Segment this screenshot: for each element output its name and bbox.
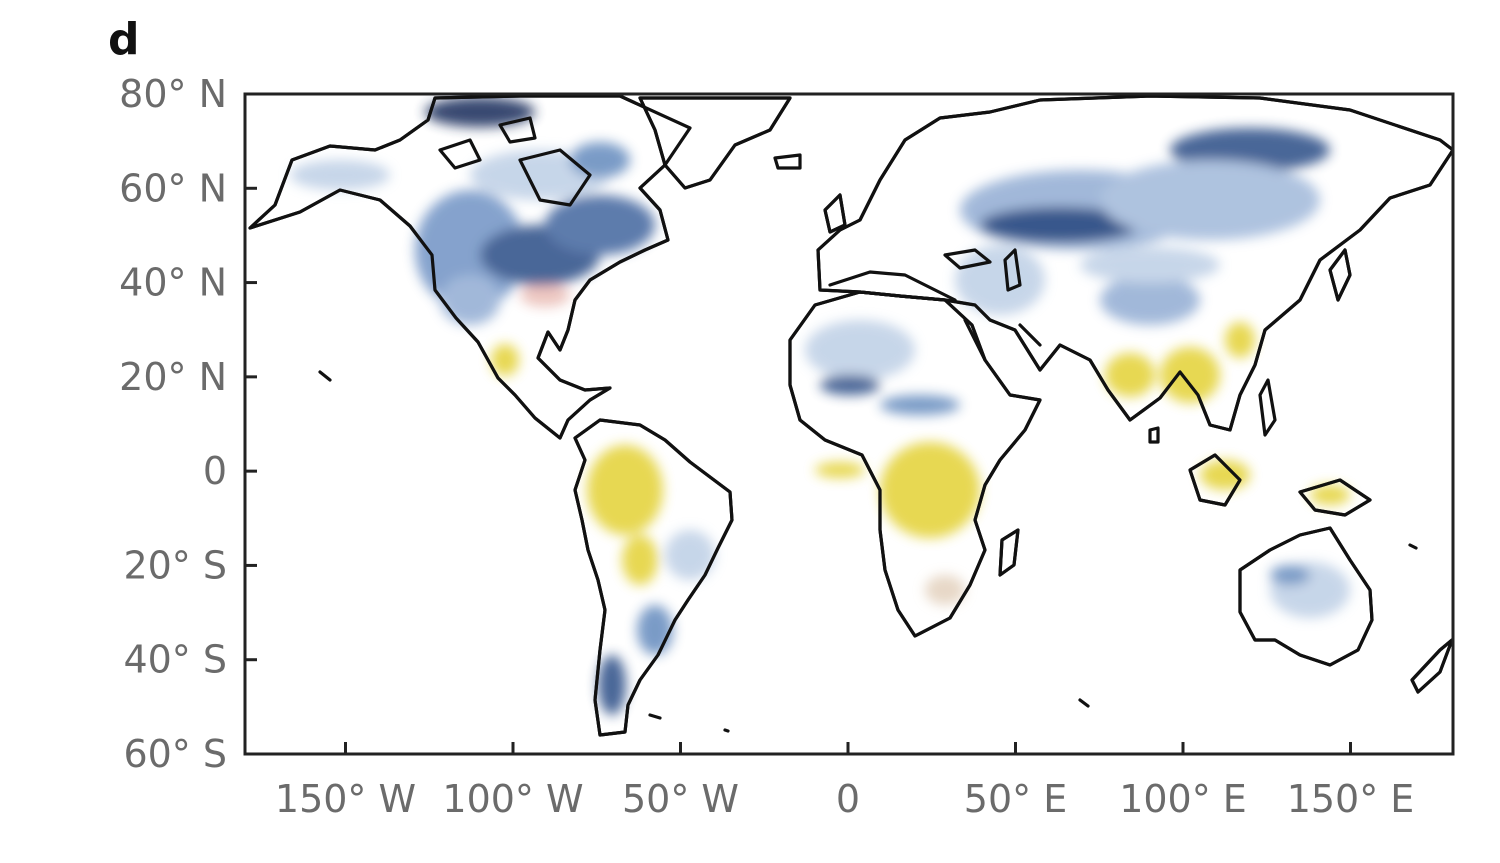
x-tick-label: 100° E <box>1119 777 1247 821</box>
y-tick-label: 40° N <box>119 261 227 305</box>
y-tick-label: 60° S <box>123 732 227 776</box>
panel-letter: d <box>108 14 140 65</box>
x-axis: 150° W 100° W 50° W 0 50° E 100° E 150° E <box>275 742 1414 821</box>
y-tick-label: 0 <box>203 449 227 493</box>
y-tick-label: 20° S <box>123 543 227 587</box>
x-tick-label: 150° E <box>1287 777 1415 821</box>
coastlines <box>248 94 1453 737</box>
x-tick-label: 50° E <box>964 777 1067 821</box>
x-tick-label: 150° W <box>275 777 416 821</box>
x-tick-label: 100° W <box>442 777 583 821</box>
map-area <box>248 94 1453 737</box>
y-tick-label: 60° N <box>119 166 227 210</box>
x-tick-label: 50° W <box>622 777 739 821</box>
y-tick-label: 80° N <box>119 72 227 116</box>
x-tick-label: 0 <box>836 777 860 821</box>
new-zealand-land <box>1410 638 1453 694</box>
y-axis: 80° N 60° N 40° N 20° N 0 20° S 40° S 60° S <box>119 72 257 776</box>
y-tick-label: 40° S <box>123 638 227 682</box>
anomaly-shading <box>290 97 1350 715</box>
y-tick-label: 20° N <box>119 355 227 399</box>
